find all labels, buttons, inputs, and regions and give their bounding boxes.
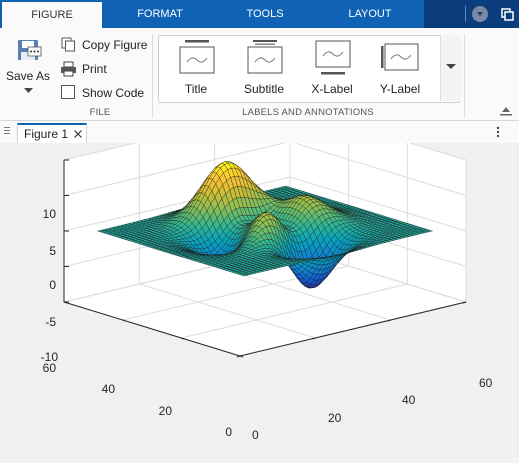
- tab-tools[interactable]: TOOLS: [215, 0, 315, 28]
- drag-handle-icon[interactable]: [4, 127, 10, 137]
- printer-icon: [60, 61, 77, 77]
- copy-figure-label: Copy Figure: [82, 38, 147, 52]
- group-divider: [464, 34, 465, 118]
- surface-plot-axes[interactable]: 10 5 0 -5 -10 0 20 40 60 0 20 40 60: [0, 143, 519, 458]
- figure-tab-label: Figure 1: [24, 127, 68, 141]
- x-label-button[interactable]: X-Label: [299, 36, 365, 102]
- copy-icon: [61, 37, 76, 52]
- checkbox-box[interactable]: [61, 85, 75, 99]
- group-divider: [152, 34, 153, 118]
- x-label-icon: [315, 40, 351, 76]
- tab-format[interactable]: FORMAT: [110, 0, 210, 28]
- more-options-icon[interactable]: [496, 126, 500, 138]
- subtitle-label: Subtitle: [231, 82, 297, 96]
- toolstrip-ribbon: Save As Copy Figure Print Show Code FILE: [0, 28, 519, 121]
- x-tick-label: 40: [402, 393, 416, 407]
- title-button[interactable]: Title: [163, 36, 229, 102]
- chevron-down-icon: [446, 64, 456, 70]
- toolstrip-tab-bar: FIGURE FORMAT TOOLS LAYOUT: [0, 0, 519, 28]
- y-label-button[interactable]: Y-Label: [367, 36, 433, 102]
- collapse-toolstrip-icon[interactable]: [472, 6, 488, 22]
- chevron-down-icon: [24, 88, 33, 94]
- labels-group-label: LABELS AND ANNOTATIONS: [158, 107, 458, 118]
- title-icon: [179, 40, 215, 74]
- z-tick-label: 5: [49, 244, 56, 258]
- y-label-label: Y-Label: [367, 82, 433, 96]
- file-group-label: FILE: [50, 107, 150, 118]
- z-tick-label: 10: [43, 207, 57, 221]
- x-tick-label: 60: [479, 376, 493, 390]
- y-label-icon: [381, 40, 419, 74]
- save-as-label: Save As: [5, 69, 51, 83]
- x-tick-label: 0: [252, 428, 259, 442]
- y-tick-label: 0: [225, 425, 232, 439]
- gallery-expand-button[interactable]: [440, 35, 461, 101]
- subtitle-icon: [247, 40, 283, 74]
- undock-icon[interactable]: [499, 6, 515, 22]
- subtitle-button[interactable]: Subtitle: [231, 36, 297, 102]
- save-icon: [16, 38, 42, 64]
- save-as-button[interactable]: Save As: [5, 34, 51, 100]
- tab-layout[interactable]: LAYOUT: [320, 0, 420, 28]
- z-tick-label: -5: [45, 315, 56, 329]
- tab-figure-1[interactable]: Figure 1: [17, 123, 87, 143]
- figure-canvas[interactable]: 10 5 0 -5 -10 0 20 40 60 0 20 40 60: [0, 143, 519, 458]
- x-label-label: X-Label: [299, 82, 365, 96]
- print-label: Print: [82, 62, 107, 76]
- y-tick-label: 20: [159, 404, 173, 418]
- tab-figure[interactable]: FIGURE: [2, 2, 102, 28]
- title-label: Title: [163, 82, 229, 96]
- show-code-label: Show Code: [82, 86, 144, 100]
- document-tab-strip: Figure 1: [0, 121, 519, 144]
- close-icon[interactable]: [74, 130, 82, 138]
- x-tick-label: 20: [328, 411, 342, 425]
- tabbar-divider: [465, 6, 466, 22]
- y-tick-label: 60: [43, 361, 57, 375]
- y-tick-mark: [240, 356, 243, 357]
- x-tick-mark: [237, 356, 240, 357]
- z-tick-label: 0: [49, 278, 56, 292]
- labels-gallery: Title Subtitle X-Label: [158, 35, 460, 103]
- collapse-ribbon-icon[interactable]: [500, 106, 512, 116]
- y-tick-label: 40: [102, 382, 116, 396]
